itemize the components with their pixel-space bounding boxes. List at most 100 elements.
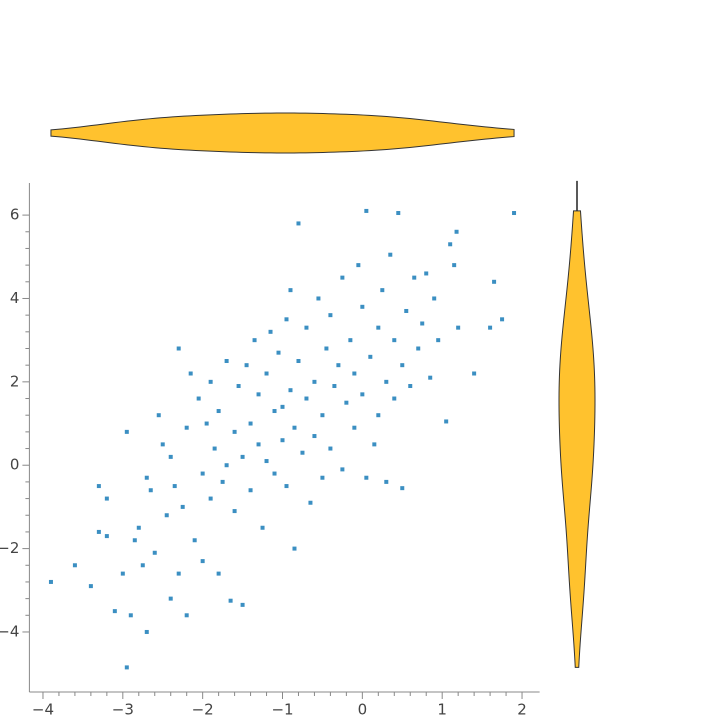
point xyxy=(292,425,297,430)
x-tick-label: −3 xyxy=(112,701,134,719)
point xyxy=(220,479,225,484)
point xyxy=(436,338,441,343)
point xyxy=(264,371,269,376)
point xyxy=(288,388,293,393)
point xyxy=(148,488,153,493)
point xyxy=(328,313,333,318)
point xyxy=(96,529,101,534)
point xyxy=(256,442,261,447)
y-tick-label: 6 xyxy=(10,206,20,224)
x-tick-label: −2 xyxy=(192,701,214,719)
point xyxy=(244,363,249,368)
point xyxy=(268,329,273,334)
x-tick-label: 1 xyxy=(437,701,447,719)
point xyxy=(48,579,53,584)
point xyxy=(376,413,381,418)
point xyxy=(104,496,109,501)
point xyxy=(340,467,345,472)
point xyxy=(296,221,301,226)
point xyxy=(396,211,401,216)
point xyxy=(428,375,433,380)
point xyxy=(176,571,181,576)
point xyxy=(420,321,425,326)
point xyxy=(348,338,353,343)
y-tick-label: −4 xyxy=(0,622,19,640)
point xyxy=(232,429,237,434)
point xyxy=(400,363,405,368)
point xyxy=(452,263,457,268)
point xyxy=(320,413,325,418)
point xyxy=(360,392,365,397)
point xyxy=(172,484,177,489)
point xyxy=(412,275,417,280)
x-tick-label: −1 xyxy=(271,701,293,719)
point xyxy=(200,471,205,476)
point xyxy=(488,325,493,330)
point xyxy=(184,425,189,430)
point xyxy=(284,484,289,489)
point xyxy=(208,379,213,384)
point xyxy=(284,317,289,322)
point xyxy=(312,434,317,439)
point xyxy=(380,288,385,293)
point xyxy=(432,296,437,301)
point xyxy=(144,475,149,480)
point xyxy=(136,525,141,530)
point xyxy=(472,371,477,376)
point xyxy=(240,454,245,459)
point xyxy=(316,296,321,301)
point xyxy=(232,509,237,514)
point xyxy=(184,613,189,618)
point xyxy=(364,475,369,480)
point xyxy=(416,346,421,351)
point xyxy=(124,429,129,434)
point xyxy=(456,325,461,330)
point xyxy=(272,409,277,414)
point xyxy=(252,338,257,343)
point xyxy=(208,496,213,501)
point xyxy=(312,379,317,384)
point xyxy=(96,484,101,489)
point xyxy=(248,488,253,493)
point xyxy=(132,538,137,543)
point xyxy=(124,665,129,670)
point xyxy=(196,396,201,401)
point xyxy=(292,546,297,551)
point xyxy=(256,392,261,397)
point xyxy=(192,538,197,543)
point xyxy=(128,613,133,618)
point xyxy=(248,421,253,426)
point xyxy=(424,271,429,276)
point xyxy=(308,500,313,505)
point xyxy=(104,534,109,539)
point xyxy=(320,475,325,480)
point xyxy=(276,350,281,355)
point xyxy=(300,450,305,455)
point xyxy=(392,396,397,401)
point xyxy=(240,602,245,607)
y-tick-label: 0 xyxy=(10,456,20,474)
point xyxy=(260,525,265,530)
point xyxy=(280,438,285,443)
point xyxy=(356,263,361,268)
point xyxy=(448,242,453,247)
point xyxy=(176,346,181,351)
point xyxy=(88,584,93,589)
point xyxy=(296,359,301,364)
point xyxy=(368,354,373,359)
point xyxy=(388,252,393,257)
point xyxy=(112,609,117,614)
point xyxy=(392,338,397,343)
point xyxy=(304,325,309,330)
point xyxy=(304,396,309,401)
y-tick-label: −2 xyxy=(0,539,19,557)
point xyxy=(408,384,413,389)
point xyxy=(336,363,341,368)
x-tick-label: 0 xyxy=(358,701,368,719)
point xyxy=(364,208,369,213)
point xyxy=(164,513,169,518)
point xyxy=(72,563,77,568)
point xyxy=(216,571,221,576)
